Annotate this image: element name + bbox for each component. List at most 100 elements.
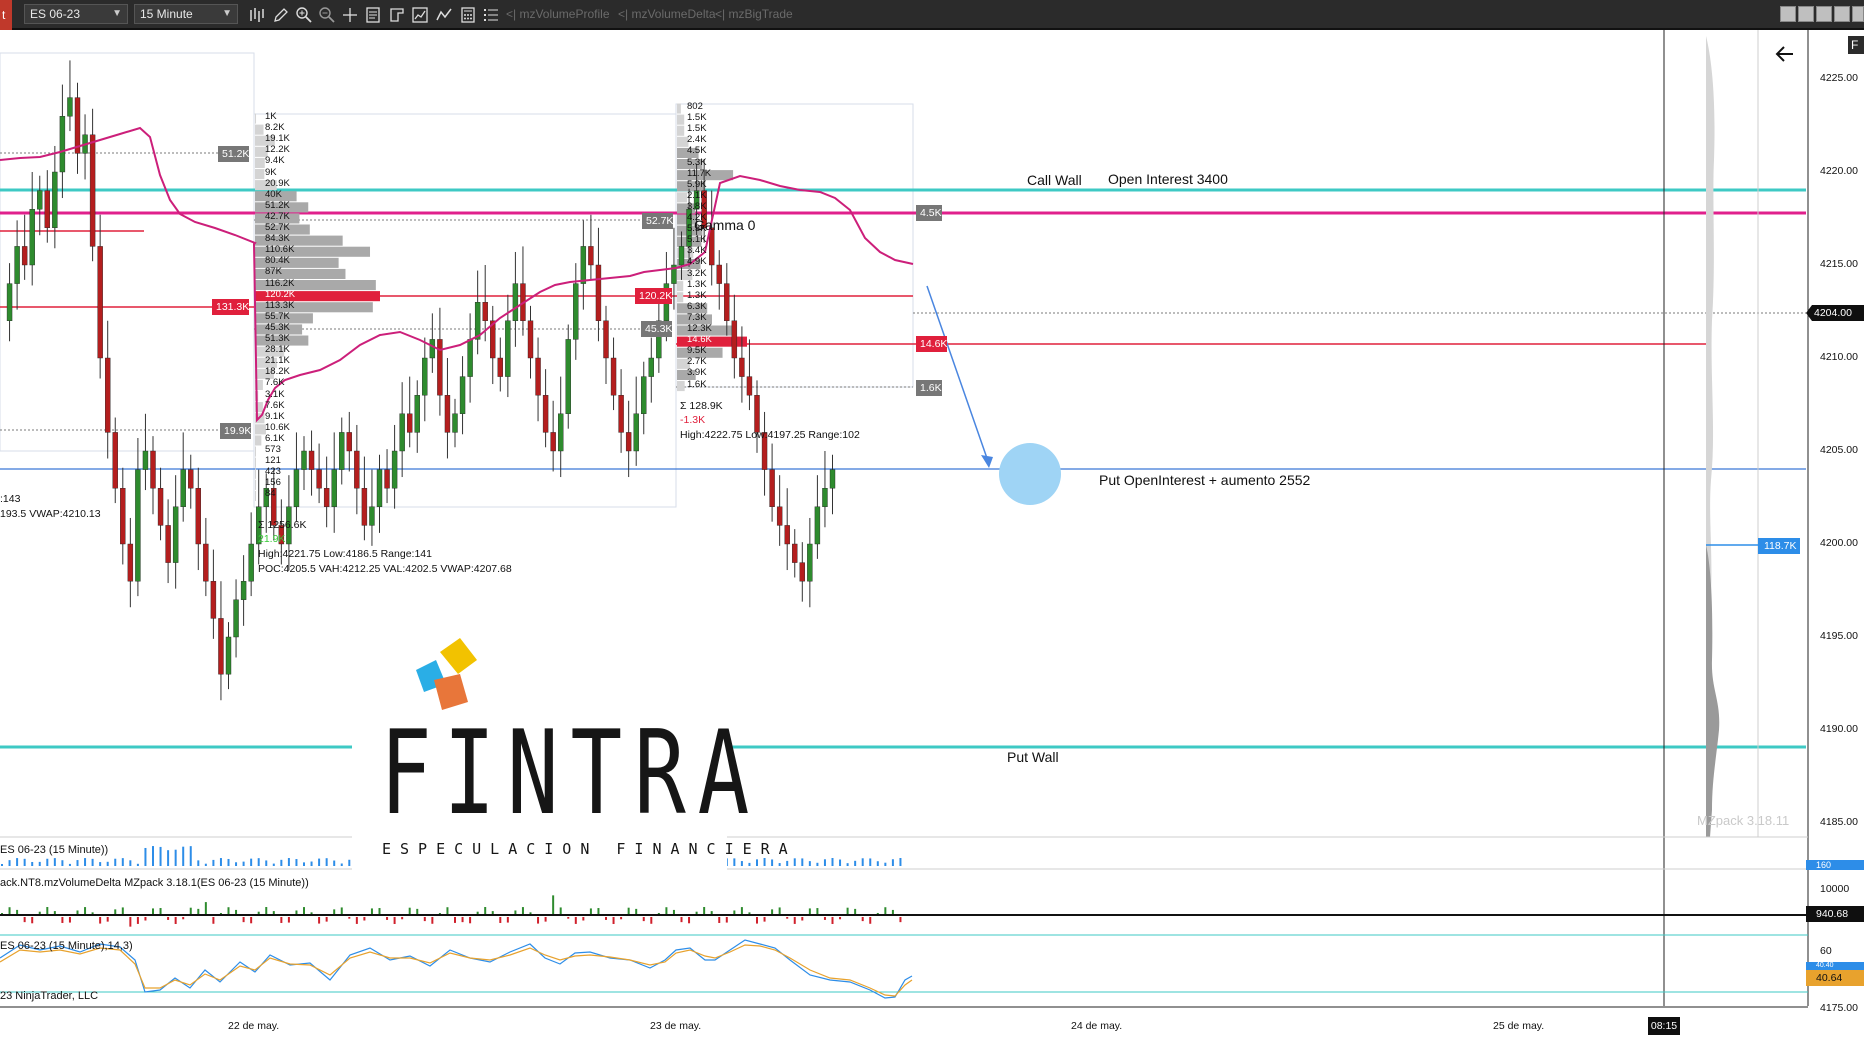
bear-candle [218,618,224,675]
volume-bar [891,859,894,866]
call-wall-label: Call Wall [1027,172,1082,188]
volume-bar [899,858,902,866]
volume-bar [114,858,117,866]
volume-bar [310,861,313,866]
volume-bar [53,858,56,866]
window-minimize-button[interactable] [1834,6,1850,22]
indicator-big-trade[interactable]: <| mzBigTrade [715,7,793,21]
list-icon[interactable] [482,6,500,24]
delta-bar [454,917,456,923]
profile-level-label: 14.6K [687,334,712,346]
osc-value-badge-b: 40.40 [1806,962,1864,970]
delta-bar [521,907,524,914]
bear-candle [89,134,96,247]
bar-chart-icon[interactable] [248,6,266,24]
profile-bar [255,113,257,124]
profile-22-side-top: 52.7K [642,213,674,229]
profile-level-label: 110.6K [265,244,295,256]
delta-bar [129,917,132,927]
indicator-volume-profile[interactable]: <| mzVolumeProfile [506,7,610,21]
window-restore-button[interactable] [1816,6,1832,22]
zoom-out-icon[interactable] [318,6,336,24]
profile-level-label: 84 [265,488,276,500]
delta-bar [99,917,102,924]
profile-level-label: 423 [265,466,281,478]
profile-level-label: 1.3K [687,278,707,290]
zoom-in-icon[interactable] [295,6,313,24]
bear-candle [271,488,277,526]
profile-bar [677,203,696,214]
profile-bar [255,402,263,413]
window-tile-button-2[interactable] [1798,6,1814,22]
volume-bar [197,860,200,866]
delta-bar [688,917,691,924]
delta-bar [227,907,230,914]
calculator-icon[interactable] [459,6,477,24]
bear-candle [444,395,451,433]
bull-candle [580,246,587,284]
profile-bar [255,313,313,324]
crosshair-icon[interactable] [341,6,359,24]
indicators-icon[interactable] [435,6,453,24]
bull-candle [671,264,677,284]
volume-bar [129,860,132,866]
delta-bar [884,907,887,914]
volume-bar [823,859,826,866]
delta-bar [476,911,479,914]
delta-bar [242,917,245,923]
volume-bar [182,846,185,866]
profile-bar [677,125,685,136]
volume-bar [756,859,758,866]
fintra-logo-mark [416,638,477,710]
delta-bar [386,917,389,920]
bull-candle [512,283,519,322]
volume-bar [318,858,321,866]
volume-bar [861,858,864,866]
price-tick-label: 4175.00 [1820,1002,1858,1014]
bull-candle [52,171,58,228]
volume-bar [786,860,789,866]
volume-bar [280,859,283,866]
bear-candle [437,339,443,396]
window-tile-button-1[interactable] [1780,6,1796,22]
pencil-icon[interactable] [272,6,290,24]
profile-level-label: 156 [265,477,281,489]
interval-selector[interactable]: 15 Minute ▼ [134,4,238,24]
profile-bar [255,224,310,235]
profile-box-left [0,52,255,452]
data-box-icon[interactable] [364,6,382,24]
session-volume-profile-upper [1706,36,1715,610]
delta-bar [38,911,41,914]
profile-bar [255,124,264,135]
price-tick-label: 4200.00 [1820,537,1858,549]
delta-bar [733,910,736,914]
volume-bar [84,858,87,866]
profile-23-delta: -1.3K [680,414,706,426]
price-tick-label: 4205.00 [1820,444,1858,456]
account-badge[interactable]: t [0,0,12,30]
volume-bar [876,861,879,866]
target-circle [999,443,1061,505]
arrow-left-icon[interactable] [1774,43,1796,65]
bear-candle [354,450,360,489]
instrument-selector[interactable]: ES 06-23 ▼ [24,4,128,24]
volume-bar [167,850,170,866]
volume-bar [227,858,230,866]
strategies-icon[interactable] [411,6,429,24]
profile-level-label: 116.2K [265,277,295,289]
side-panel-button[interactable]: F [1848,36,1864,54]
volume-bar [854,860,857,866]
volume-bar [333,860,336,866]
bull-candle [6,283,13,322]
profile-level-label: 802 [687,101,703,112]
indicator-volume-delta[interactable]: <| mzVolumeDelta [618,7,716,21]
price-tick-label: 4185.00 [1820,816,1858,828]
profile-level-label: 84.3K [265,233,290,245]
delta-bar [469,917,472,924]
session-volume-profile-lower [1706,545,1720,837]
chart-properties-icon[interactable] [388,6,406,24]
bull-candle [452,413,458,433]
delta-bar [333,909,336,914]
volume-panel-title: ES 06-23 (15 Minute)) [0,844,109,856]
